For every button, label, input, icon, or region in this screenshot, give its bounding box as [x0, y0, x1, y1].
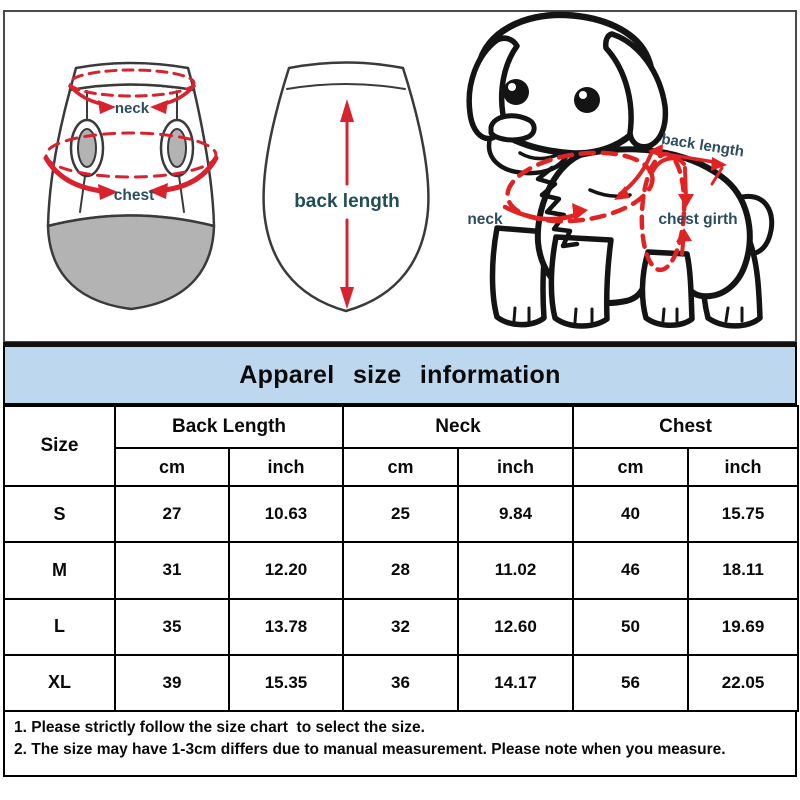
- dog-back-length-line: [650, 150, 716, 164]
- dog-back-length-tick: [710, 166, 724, 186]
- dog-neck-measure-ellipse: [505, 150, 655, 224]
- cell: 40: [572, 484, 690, 544]
- unit-header: inch: [687, 447, 800, 487]
- garment-collar: [68, 61, 196, 92]
- group-header-neck: Neck: [341, 405, 575, 449]
- footer-notes: 1. Please strictly follow the size chart…: [3, 712, 797, 777]
- group-header-row: Size Back Length Neck Chest: [3, 405, 800, 487]
- note-line: 1. Please strictly follow the size chart…: [14, 719, 425, 736]
- unit-header: cm: [572, 447, 690, 487]
- cell: 28: [342, 541, 459, 600]
- size-cell: XL: [3, 653, 116, 713]
- dog-paw-toes: [512, 306, 744, 324]
- size-cell: L: [3, 597, 116, 656]
- unit-header-row: cm inch cm inch cm inch: [4, 447, 800, 487]
- chest-arrowhead-right: [148, 183, 168, 199]
- unit-header: cm: [114, 447, 230, 487]
- cell: 10.63: [228, 484, 344, 544]
- cell: 39: [114, 653, 230, 713]
- size-column-header: Size: [3, 405, 116, 487]
- dog-nose: [488, 113, 537, 143]
- measurement-illustrations: neck chest back length: [3, 10, 797, 347]
- front-chest-label: chest: [114, 187, 155, 204]
- cell: 13.78: [228, 597, 344, 656]
- cell: 50: [572, 597, 690, 656]
- dog-neck-label: neck: [467, 211, 503, 228]
- chest-measure-annotation: [43, 131, 219, 194]
- back-length-label: back length: [294, 191, 400, 212]
- dog-diagram: back length neck chest girth: [466, 11, 775, 329]
- cell: 11.02: [456, 541, 575, 600]
- front-garment-diagram: neck chest: [43, 61, 219, 311]
- cell: 27: [114, 484, 230, 544]
- group-header-chest: Chest: [572, 405, 800, 449]
- size-cell: S: [3, 484, 116, 544]
- cell: 14.17: [456, 653, 575, 713]
- table-row-s: S 27 10.63 25 9.84 40 15.75: [3, 484, 800, 544]
- cell: 12.60: [456, 597, 575, 656]
- note-line: 2. The size may have 1-3cm differs due t…: [14, 741, 726, 759]
- garment-hem: [46, 214, 216, 311]
- cell: 9.84: [456, 484, 575, 544]
- dog-hind-leg-near: [639, 249, 695, 328]
- size-table: Size Back Length Neck Chest cm inch cm i…: [3, 405, 800, 713]
- back-garment-diagram: back length: [262, 61, 430, 313]
- cell: 15.75: [687, 484, 800, 544]
- cell: 35: [114, 597, 230, 656]
- front-neck-label: neck: [115, 100, 150, 117]
- dog-front-leg-near: [548, 234, 614, 329]
- cell: 19.69: [687, 597, 800, 656]
- unit-header: inch: [228, 447, 344, 487]
- table-title-banner: Apparel size information: [3, 347, 797, 405]
- table-row-m: M 31 12.20 28 11.02 46 18.11: [3, 541, 800, 600]
- cell: 31: [114, 541, 230, 600]
- dog-chest-fluff: [535, 165, 580, 249]
- chest-arrowhead-left: [98, 184, 118, 200]
- garment-back-collar-line: [286, 83, 406, 90]
- arrowhead-up: [340, 99, 354, 122]
- arrowhead-down: [340, 287, 354, 309]
- page-title: Apparel size information: [239, 360, 561, 389]
- dog-ear-right: [603, 31, 669, 150]
- unit-header: cm: [342, 447, 459, 487]
- unit-header: inch: [456, 447, 575, 487]
- cell: 32: [342, 597, 459, 656]
- cell: 36: [342, 653, 459, 713]
- cell: 22.05: [687, 653, 800, 713]
- garment-seams: [79, 90, 185, 213]
- size-table-wrapper: Size Back Length Neck Chest cm inch cm i…: [3, 405, 800, 713]
- dog-chest-girth-label: chest girth: [658, 211, 737, 228]
- dog-eyes: [503, 79, 600, 113]
- dog-girth-hairpin: [651, 156, 686, 173]
- cell: 12.20: [228, 541, 344, 600]
- garment-back-body: [262, 61, 430, 313]
- size-cell: M: [3, 541, 116, 600]
- neck-arrowhead-left: [98, 100, 116, 114]
- dog-neck-arrow: [502, 204, 581, 222]
- table-row-xl: XL 39 15.35 36 14.17 56 22.05: [3, 653, 800, 713]
- cell: 56: [572, 653, 690, 713]
- cell: 15.35: [228, 653, 344, 713]
- cell: 18.11: [687, 541, 800, 600]
- neck-arrowhead-right: [150, 100, 168, 114]
- group-header-back-length: Back Length: [114, 405, 344, 449]
- cell: 25: [342, 484, 459, 544]
- table-row-l: L 35 13.78 32 12.60 50 19.69: [3, 597, 800, 656]
- cell: 46: [572, 541, 690, 600]
- dog-smile: [518, 151, 559, 161]
- dog-arrowheads: [572, 144, 727, 242]
